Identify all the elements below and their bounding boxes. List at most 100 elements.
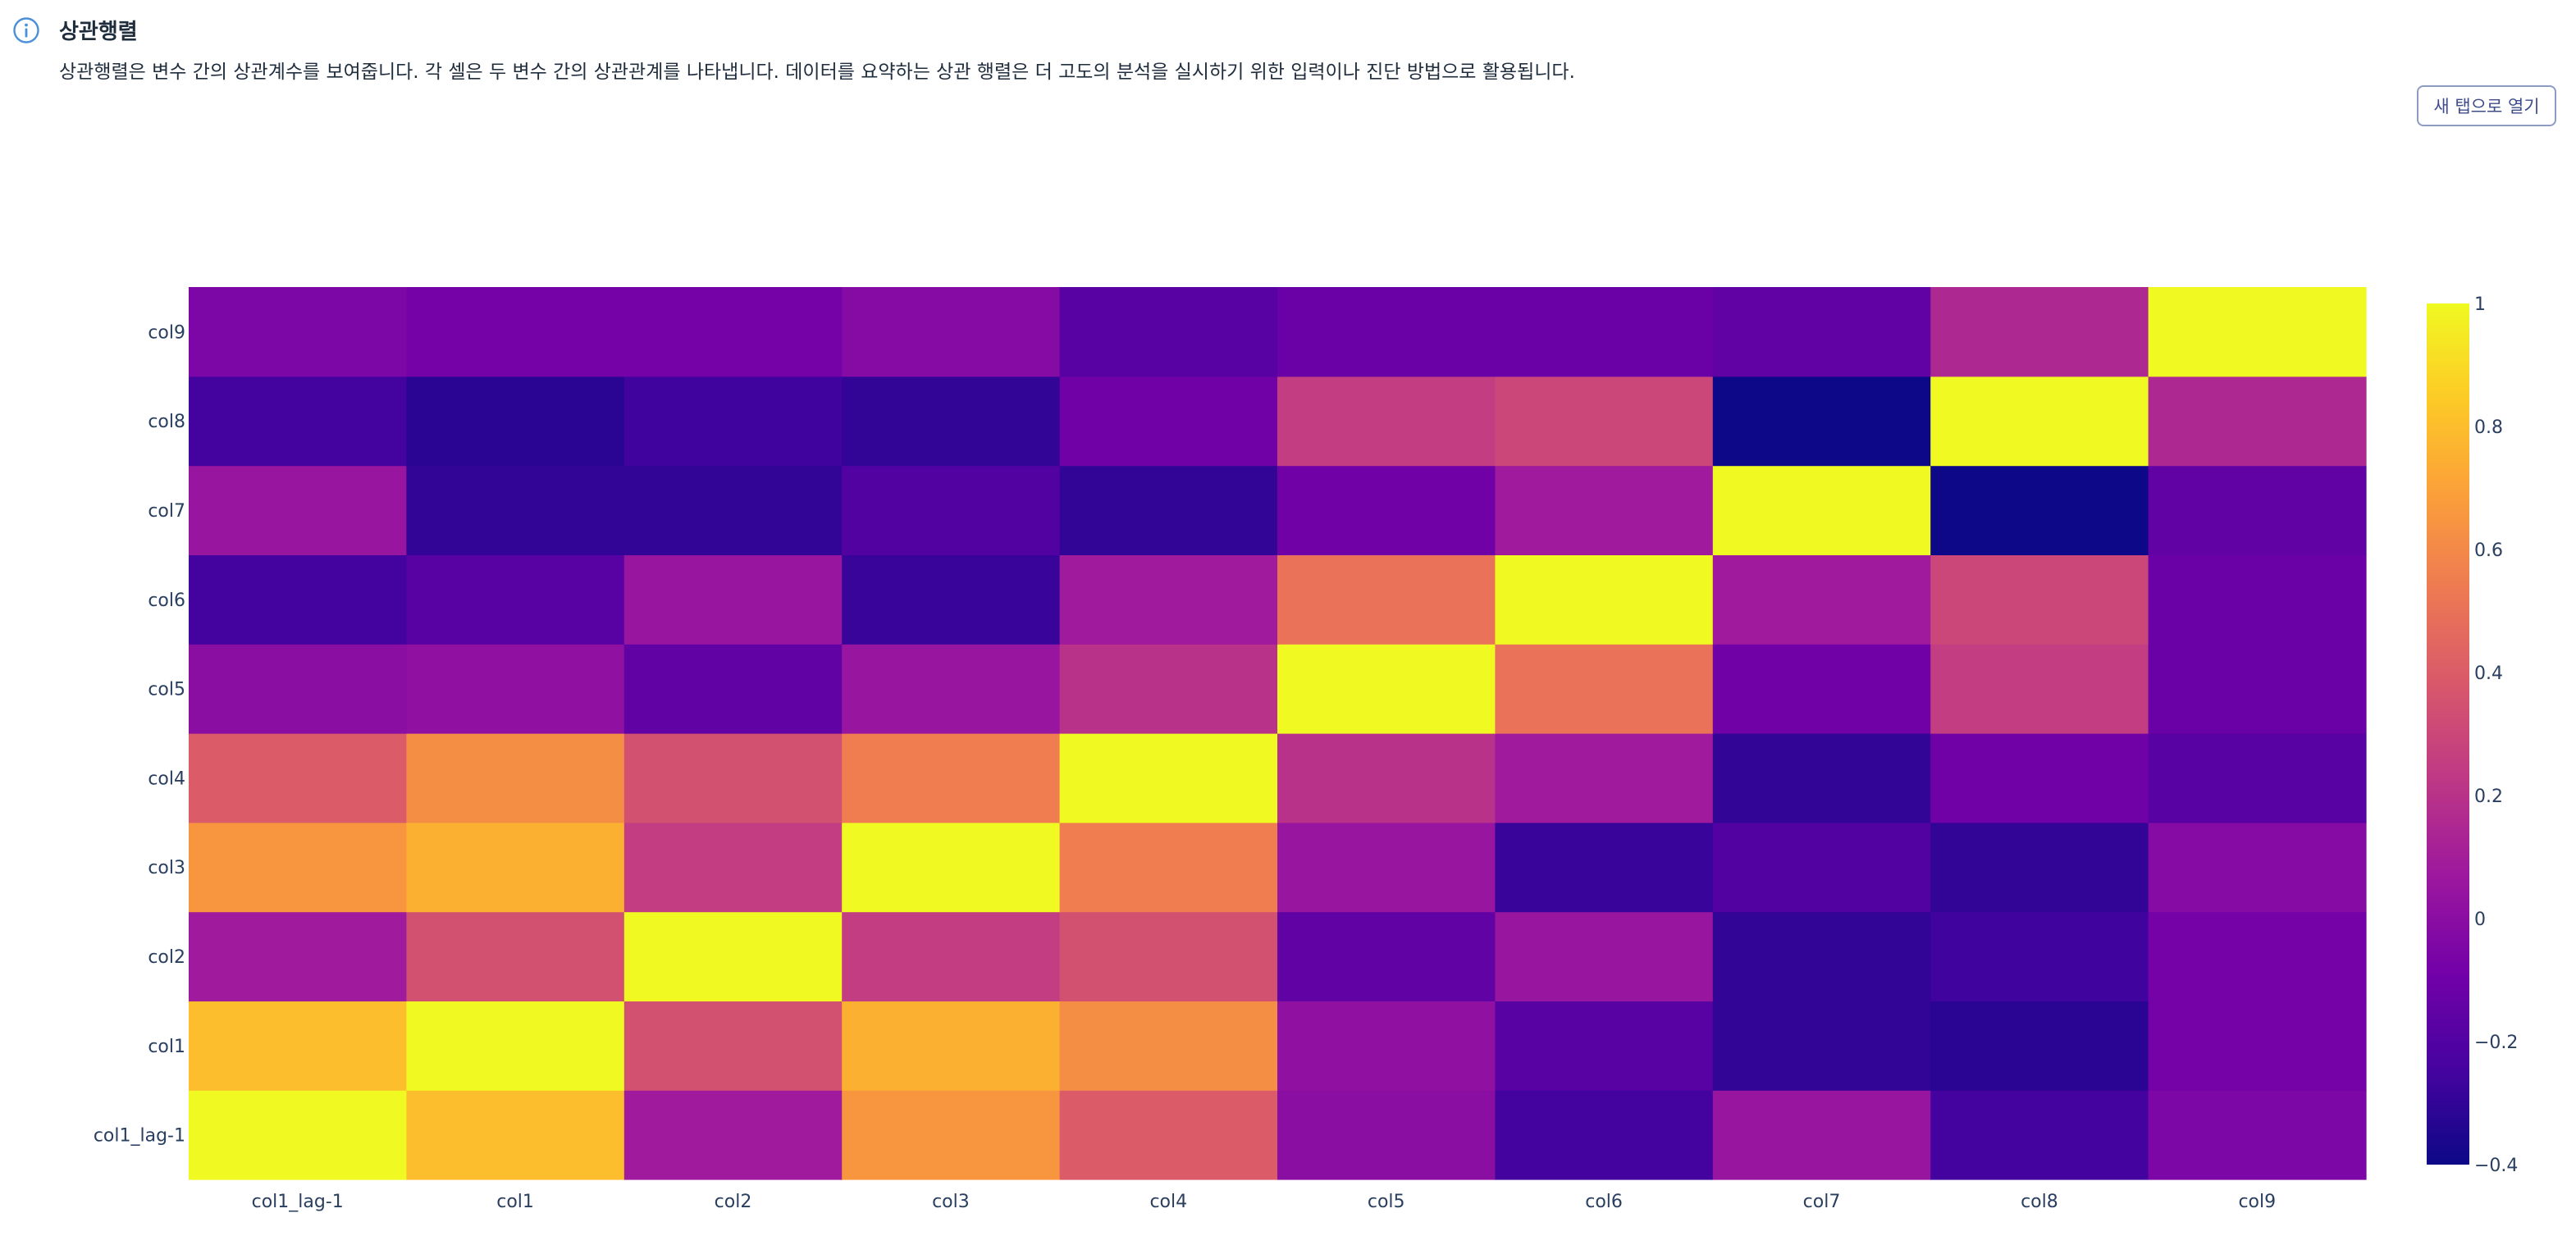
heatmap-cell-col2-col1_lag-1 <box>189 911 407 1001</box>
heatmap-cell-col4-col1 <box>406 733 625 823</box>
heatmap-cell-col5-col6 <box>1495 644 1714 734</box>
heatmap-cell-col8-col3 <box>842 376 1061 467</box>
y-tick-label: col8 <box>148 412 185 432</box>
heatmap-cell-col1_lag-1-col9 <box>2148 1090 2367 1180</box>
heatmap-cell-col6-col6 <box>1495 554 1714 645</box>
heatmap-cell-col2-col8 <box>1930 911 2149 1001</box>
heatmap-cell-col2-col5 <box>1277 911 1496 1001</box>
x-tick-label: col4 <box>1149 1192 1187 1212</box>
heatmap-cell-col7-col1 <box>406 465 625 555</box>
heatmap-cell-col4-col2 <box>623 733 843 823</box>
x-tick-label: col6 <box>1585 1192 1623 1212</box>
heatmap-cell-col7-col5 <box>1277 465 1496 555</box>
colorbar-tick-label: 1 <box>2474 294 2486 315</box>
heatmap-cell-col3-col8 <box>1930 822 2149 913</box>
heatmap-cell-col1-col5 <box>1277 1001 1496 1091</box>
heatmap-cell-col5-col2 <box>623 644 843 734</box>
heatmap-cell-col9-col4 <box>1059 287 1278 377</box>
heatmap-cell-col1_lag-1-col8 <box>1930 1090 2149 1180</box>
open-in-new-tab-button[interactable]: 새 탭으로 열기 <box>2417 85 2556 126</box>
colorbar-gradient <box>2427 303 2469 1165</box>
x-axis-ticks: col1_lag-1 col1 col2 col3 col4 col5 col6 col7 co… <box>252 1192 2277 1212</box>
heatmap-cell-col3-col4 <box>1059 822 1278 913</box>
heatmap-cell-col9-col8 <box>1930 287 2149 377</box>
heatmap-cell-col7-col8 <box>1930 465 2149 555</box>
heatmap-cells <box>189 287 2367 1180</box>
heatmap-cell-col8-col2 <box>623 376 843 467</box>
heatmap-cell-col9-col9 <box>2148 287 2367 377</box>
heatmap-cell-col4-col7 <box>1712 733 1931 823</box>
info-header: 상관행렬 <box>11 15 138 45</box>
info-circle-icon <box>11 16 41 45</box>
x-tick-label: col1 <box>496 1192 534 1212</box>
heatmap-cell-col7-col6 <box>1495 465 1714 555</box>
x-tick-label: col9 <box>2238 1192 2276 1212</box>
heatmap-cell-col1-col6 <box>1495 1001 1714 1091</box>
heatmap-cell-col7-col9 <box>2148 465 2367 555</box>
heatmap-cell-col1-col9 <box>2148 1001 2367 1091</box>
heatmap-cell-col4-col3 <box>842 733 1061 823</box>
colorbar-tick-label: 0.8 <box>2474 417 2503 438</box>
heatmap-cell-col9-col6 <box>1495 287 1714 377</box>
heatmap-cell-col6-col1_lag-1 <box>189 554 407 645</box>
heatmap-cell-col1_lag-1-col2 <box>623 1090 843 1180</box>
heatmap-cell-col5-col4 <box>1059 644 1278 734</box>
heatmap-cell-col3-col5 <box>1277 822 1496 913</box>
heatmap-cell-col6-col8 <box>1930 554 2149 645</box>
y-tick-label: col1 <box>148 1037 185 1057</box>
heatmap-cell-col9-col1 <box>406 287 625 377</box>
heatmap-cell-col5-col5 <box>1277 644 1496 734</box>
heatmap-cell-col1-col3 <box>842 1001 1061 1091</box>
y-tick-label: col2 <box>148 947 185 968</box>
y-tick-label: col4 <box>148 768 185 789</box>
y-tick-label: col9 <box>148 322 185 343</box>
x-tick-label: col3 <box>932 1192 970 1212</box>
heatmap-cell-col4-col1_lag-1 <box>189 733 407 823</box>
section-title: 상관행렬 <box>59 20 138 44</box>
y-axis-ticks: col1_lag-1 col1 col2 col3 col4 col5 col6 col7 co… <box>94 322 185 1146</box>
heatmap-cell-col4-col6 <box>1495 733 1714 823</box>
heatmap-cell-col1_lag-1-col3 <box>842 1090 1061 1180</box>
heatmap-cell-col7-col4 <box>1059 465 1278 555</box>
colorbar: −0.4 −0.2 0 0.2 0.4 0.6 0.8 1 <box>2427 294 2518 1176</box>
heatmap-cell-col1-col1 <box>406 1001 625 1091</box>
heatmap-cell-col4-col5 <box>1277 733 1496 823</box>
heatmap-cell-col3-col2 <box>623 822 843 913</box>
heatmap-cell-col8-col1_lag-1 <box>189 376 407 467</box>
heatmap-cell-col2-col4 <box>1059 911 1278 1001</box>
heatmap-cell-col1-col8 <box>1930 1001 2149 1091</box>
heatmap-cell-col2-col1 <box>406 911 625 1001</box>
heatmap-cell-col1_lag-1-col7 <box>1712 1090 1931 1180</box>
heatmap-cell-col1_lag-1-col6 <box>1495 1090 1714 1180</box>
heatmap-cell-col5-col1 <box>406 644 625 734</box>
heatmap-cell-col9-col3 <box>842 287 1061 377</box>
y-tick-label: col5 <box>148 680 185 700</box>
heatmap-cell-col3-col1 <box>406 822 625 913</box>
heatmap-cell-col8-col9 <box>2148 376 2367 467</box>
heatmap-cell-col6-col5 <box>1277 554 1496 645</box>
heatmap-cell-col4-col4 <box>1059 733 1278 823</box>
heatmap-cell-col6-col7 <box>1712 554 1931 645</box>
heatmap-cell-col6-col3 <box>842 554 1061 645</box>
heatmap-cell-col8-col1 <box>406 376 625 467</box>
heatmap-cell-col3-col7 <box>1712 822 1931 913</box>
heatmap-cell-col2-col3 <box>842 911 1061 1001</box>
heatmap-cell-col1_lag-1-col1 <box>406 1090 625 1180</box>
heatmap-cell-col7-col1_lag-1 <box>189 465 407 555</box>
heatmap-cell-col1-col7 <box>1712 1001 1931 1091</box>
heatmap-cell-col8-col7 <box>1712 376 1931 467</box>
colorbar-tick-label: 0.4 <box>2474 664 2503 684</box>
x-tick-label: col5 <box>1368 1192 1405 1212</box>
heatmap-cell-col5-col8 <box>1930 644 2149 734</box>
heatmap-cell-col5-col9 <box>2148 644 2367 734</box>
colorbar-tick-label: −0.2 <box>2474 1033 2518 1053</box>
section-description: 상관행렬은 변수 간의 상관계수를 보여줍니다. 각 셀은 두 변수 간의 상관… <box>59 62 1575 83</box>
colorbar-tick-label: 0.6 <box>2474 540 2503 561</box>
x-tick-label: col7 <box>1803 1192 1841 1212</box>
heatmap-cell-col1-col2 <box>623 1001 843 1091</box>
heatmap-cell-col3-col1_lag-1 <box>189 822 407 913</box>
heatmap-cell-col4-col8 <box>1930 733 2149 823</box>
colorbar-tick-label: 0.2 <box>2474 787 2503 807</box>
heatmap-cell-col1_lag-1-col4 <box>1059 1090 1278 1180</box>
y-tick-label: col6 <box>148 591 185 611</box>
